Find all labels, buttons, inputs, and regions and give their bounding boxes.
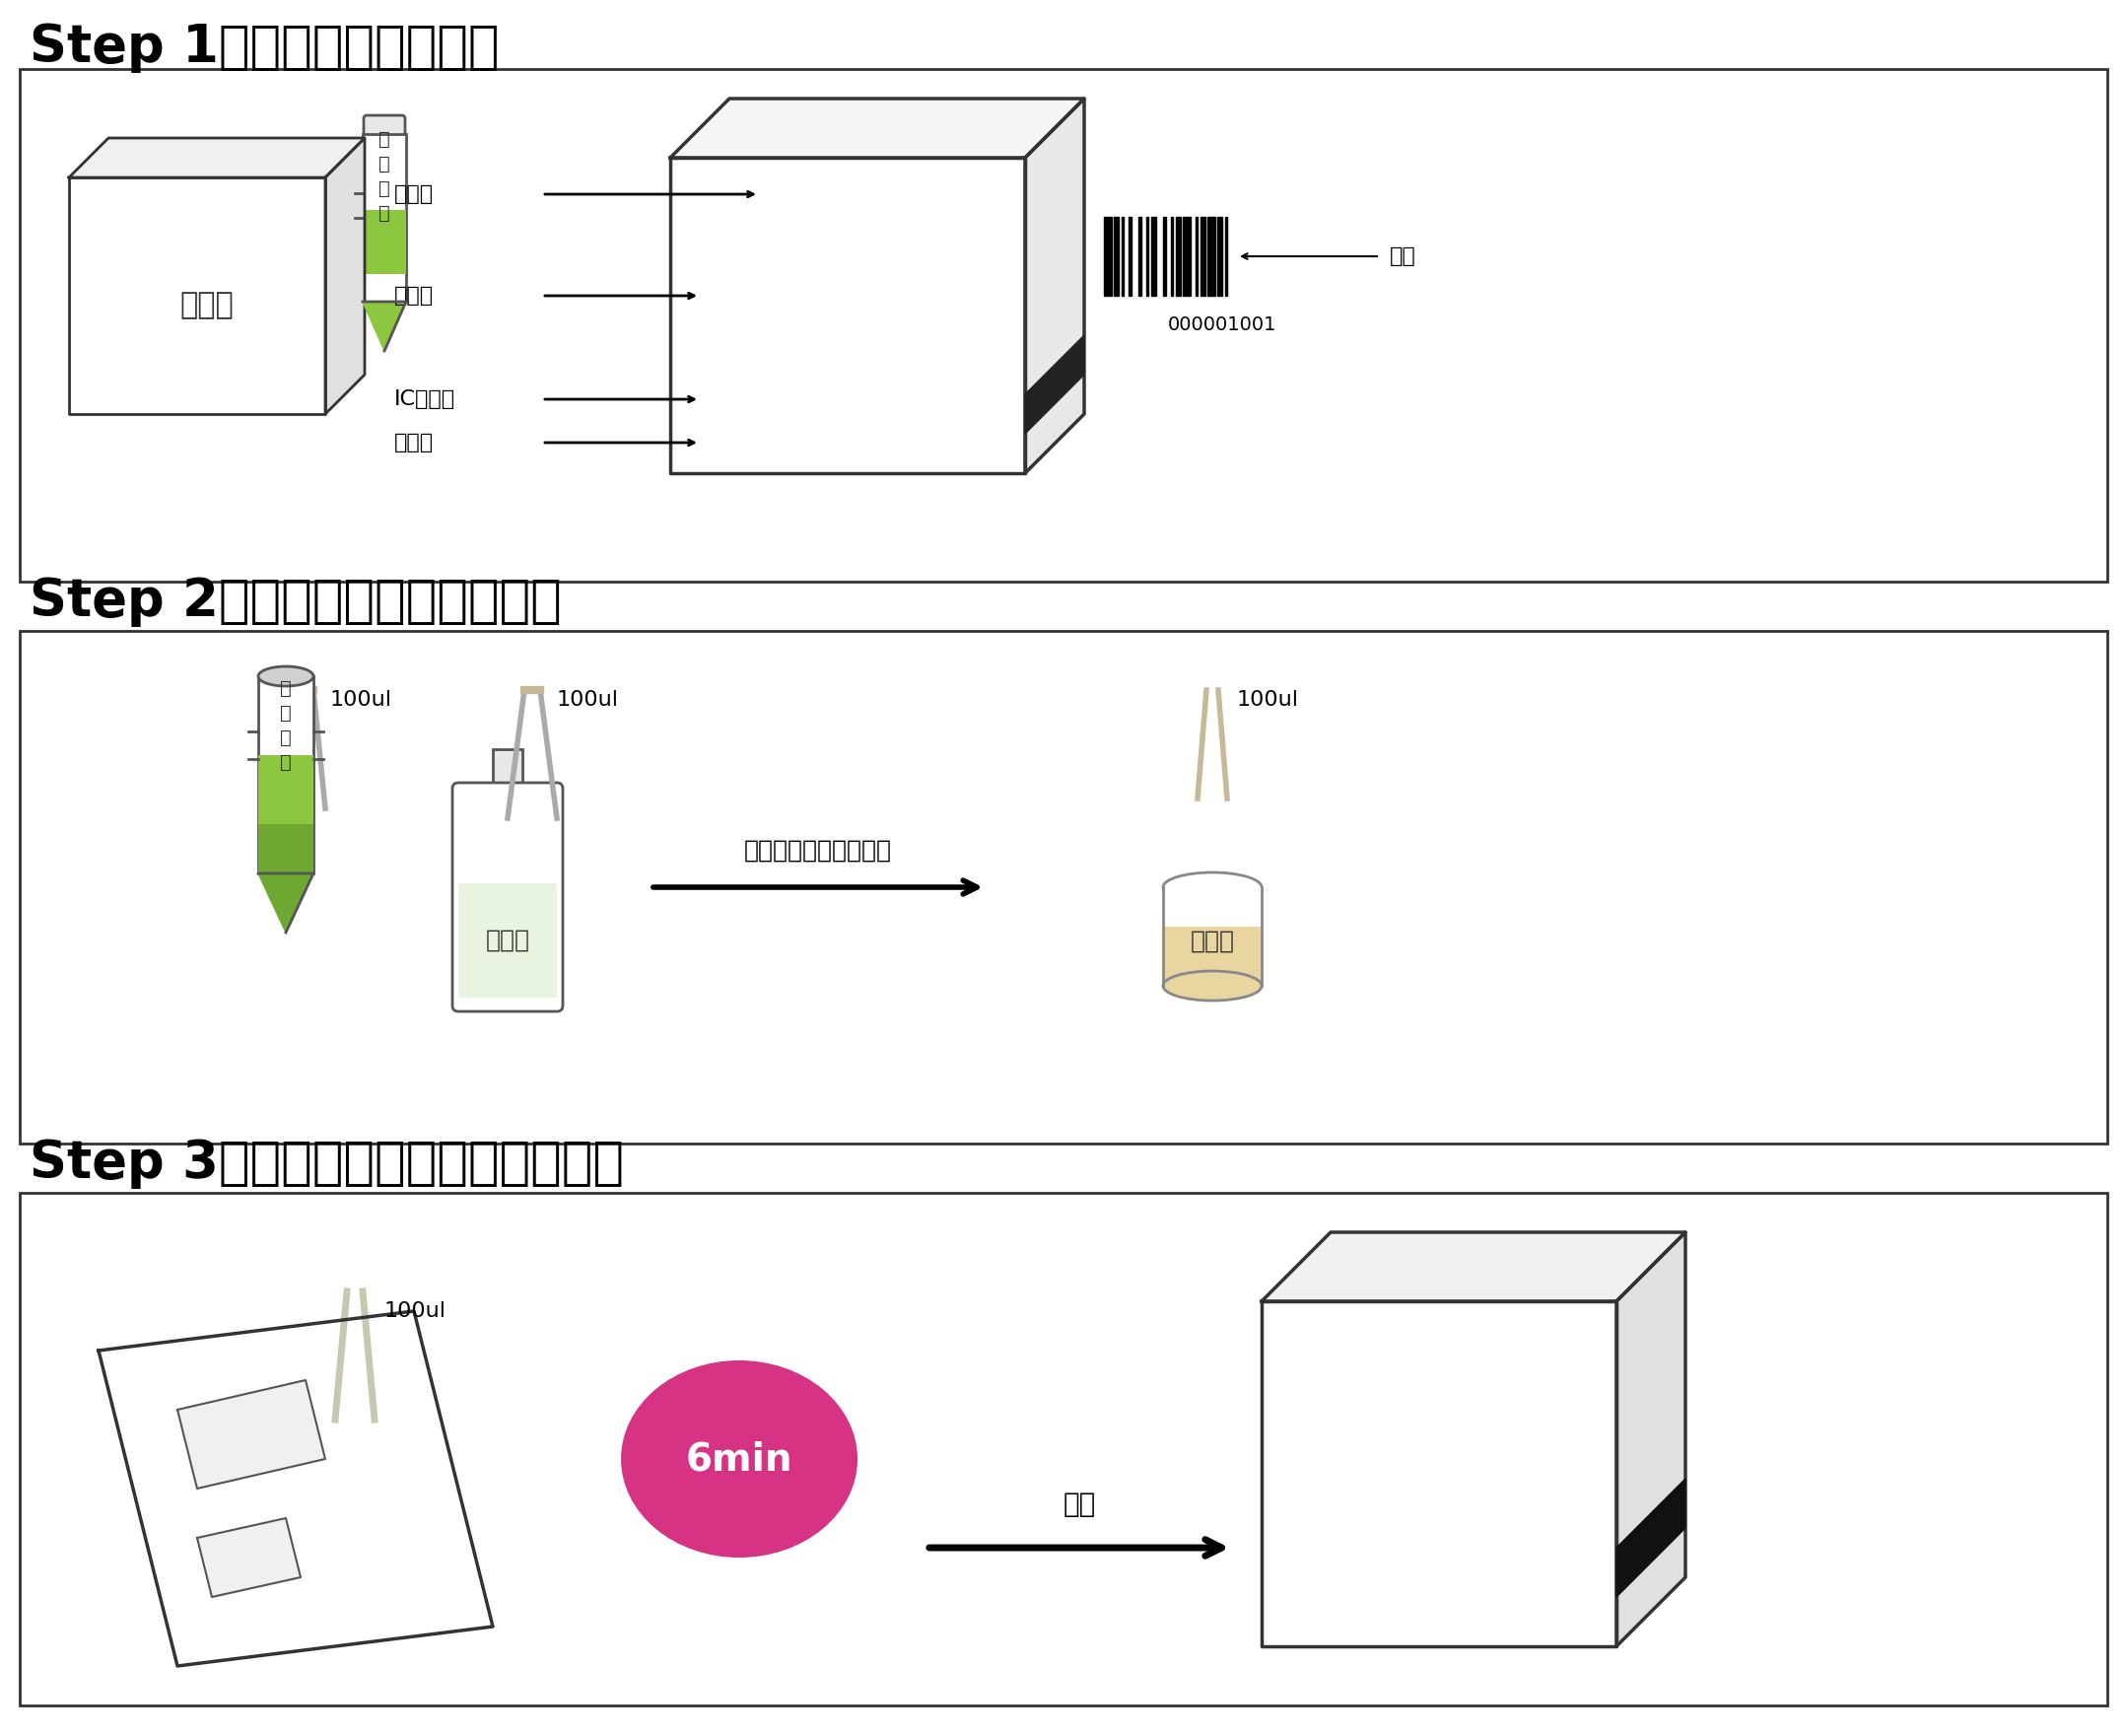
Text: 100ul: 100ul xyxy=(330,691,391,710)
Text: Step 3：加样，读数，打印检测报告: Step 3：加样，读数，打印检测报告 xyxy=(30,1137,623,1189)
Polygon shape xyxy=(177,1380,325,1488)
FancyBboxPatch shape xyxy=(457,884,557,998)
FancyBboxPatch shape xyxy=(698,382,830,417)
FancyBboxPatch shape xyxy=(493,750,523,788)
Bar xyxy=(1163,927,1261,986)
Polygon shape xyxy=(1617,1233,1685,1646)
FancyBboxPatch shape xyxy=(1300,1507,1383,1531)
FancyBboxPatch shape xyxy=(1300,1319,1500,1368)
Bar xyxy=(1170,217,1172,295)
Bar xyxy=(1121,217,1123,295)
Text: 读数: 读数 xyxy=(1064,1491,1095,1519)
Bar xyxy=(1129,217,1132,295)
Bar xyxy=(1200,217,1204,295)
Polygon shape xyxy=(1617,1479,1685,1597)
Ellipse shape xyxy=(1163,970,1261,1000)
Bar xyxy=(1151,217,1155,295)
Bar xyxy=(1176,217,1180,295)
Ellipse shape xyxy=(621,1361,857,1557)
Text: 插卡口: 插卡口 xyxy=(393,432,434,453)
FancyBboxPatch shape xyxy=(696,222,902,368)
Text: 打印机: 打印机 xyxy=(393,184,434,205)
Text: 待
检
样
品: 待 检 样 品 xyxy=(281,679,291,773)
Bar xyxy=(257,755,313,825)
Polygon shape xyxy=(98,1311,493,1667)
Text: Step 1：回温、开机、扫码: Step 1：回温、开机、扫码 xyxy=(30,21,500,73)
Bar xyxy=(1146,217,1149,295)
Text: Step 2：取样、加稀释液，混匀: Step 2：取样、加稀释液，混匀 xyxy=(30,576,562,627)
FancyBboxPatch shape xyxy=(364,134,406,302)
Text: 100ul: 100ul xyxy=(557,691,619,710)
Text: 加入样品杯，吸打混匀: 加入样品杯，吸打混匀 xyxy=(744,838,891,863)
Polygon shape xyxy=(1261,1302,1617,1646)
Polygon shape xyxy=(1025,99,1085,474)
Bar xyxy=(1208,217,1215,295)
Bar xyxy=(257,677,313,873)
Ellipse shape xyxy=(257,667,313,686)
Polygon shape xyxy=(1261,1233,1685,1302)
Text: 显示屏: 显示屏 xyxy=(393,286,434,306)
Text: 样品杯: 样品杯 xyxy=(1191,929,1234,953)
FancyBboxPatch shape xyxy=(698,427,830,458)
FancyBboxPatch shape xyxy=(1297,1377,1493,1512)
Bar xyxy=(1225,217,1227,295)
Polygon shape xyxy=(68,139,364,177)
FancyBboxPatch shape xyxy=(19,69,2108,582)
Bar xyxy=(1163,217,1166,295)
Text: 稀释液: 稀释液 xyxy=(485,929,530,953)
Polygon shape xyxy=(670,158,1025,474)
Bar xyxy=(1138,217,1140,295)
Text: 待
检
样
品: 待 检 样 品 xyxy=(379,130,389,222)
Polygon shape xyxy=(364,302,406,351)
Bar xyxy=(1104,217,1110,295)
Polygon shape xyxy=(325,139,364,415)
Text: 试剂盒: 试剂盒 xyxy=(181,292,234,319)
FancyBboxPatch shape xyxy=(364,115,404,137)
Bar xyxy=(1217,217,1223,295)
Text: 扫码: 扫码 xyxy=(1389,247,1417,266)
Text: 100ul: 100ul xyxy=(1238,691,1300,710)
Text: 100ul: 100ul xyxy=(385,1302,447,1321)
FancyBboxPatch shape xyxy=(364,210,406,274)
Polygon shape xyxy=(257,873,313,932)
Bar xyxy=(1183,217,1191,295)
FancyBboxPatch shape xyxy=(453,783,564,1012)
Polygon shape xyxy=(1025,335,1085,434)
Bar xyxy=(1195,217,1198,295)
Bar xyxy=(1115,217,1119,295)
Text: IC卡插口: IC卡插口 xyxy=(393,389,455,410)
Text: 6min: 6min xyxy=(685,1441,793,1477)
Ellipse shape xyxy=(1163,873,1261,903)
Polygon shape xyxy=(670,99,1085,158)
Polygon shape xyxy=(198,1519,300,1597)
FancyBboxPatch shape xyxy=(19,1193,2108,1705)
Bar xyxy=(1163,887,1261,986)
Text: 000001001: 000001001 xyxy=(1168,316,1276,335)
FancyBboxPatch shape xyxy=(1297,1555,1442,1620)
Bar xyxy=(257,825,313,873)
FancyBboxPatch shape xyxy=(698,175,900,219)
Polygon shape xyxy=(68,177,325,415)
FancyBboxPatch shape xyxy=(19,630,2108,1144)
